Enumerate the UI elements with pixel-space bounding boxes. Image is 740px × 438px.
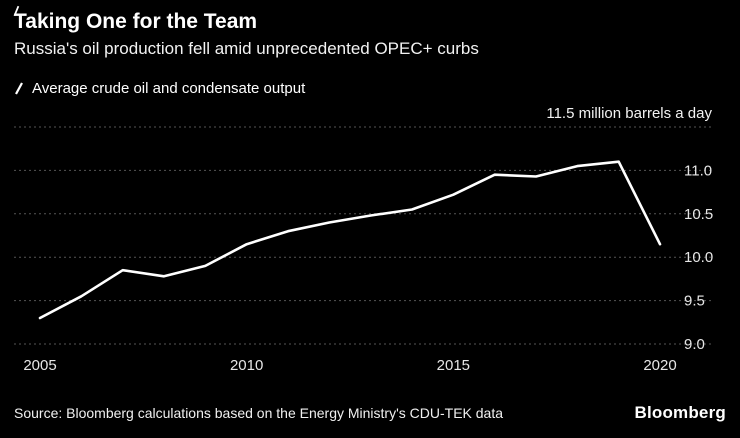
bloomberg-logo: Bloomberg [634,403,726,423]
x-tick-label: 2005 [23,357,56,374]
y-tick-label: 10.0 [684,250,713,267]
legend-line-icon [15,82,23,95]
chart-subtitle: Russia's oil production fell amid unprec… [14,39,479,59]
corner-slash-mark [13,5,20,17]
chart-legend: Average crude oil and condensate output [0,80,740,97]
y-tick-label: 9.0 [684,336,705,353]
grid-lines [14,126,712,345]
chart-footer: Source: Bloomberg calculations based on … [0,399,740,423]
x-axis-tick-labels: 2005 2010 2015 2020 [23,357,676,374]
chart-header: Taking One for the Team Russia's oil pro… [0,0,740,60]
x-tick-label: 2015 [437,357,470,374]
y-axis-unit-label: 11.5 million barrels a day [546,105,712,122]
y-tick-label: 11.0 [684,163,712,180]
y-tick-label: 10.5 [684,206,713,223]
y-axis-tick-labels: 9.0 9.5 10.0 10.5 11.0 [684,163,713,354]
x-tick-label: 2020 [643,357,676,374]
legend-series-label: Average crude oil and condensate output [32,80,306,98]
chart-title: Taking One for the Team [14,10,258,33]
y-tick-label: 9.5 [684,293,705,310]
x-tick-label: 2010 [230,357,263,374]
production-data-line [38,160,662,320]
line-chart-plot: 11.5 million barrels a day 9.0 9.5 10.0 10.… [14,105,713,374]
source-note: Source: Bloomberg calculations based on … [14,405,504,422]
